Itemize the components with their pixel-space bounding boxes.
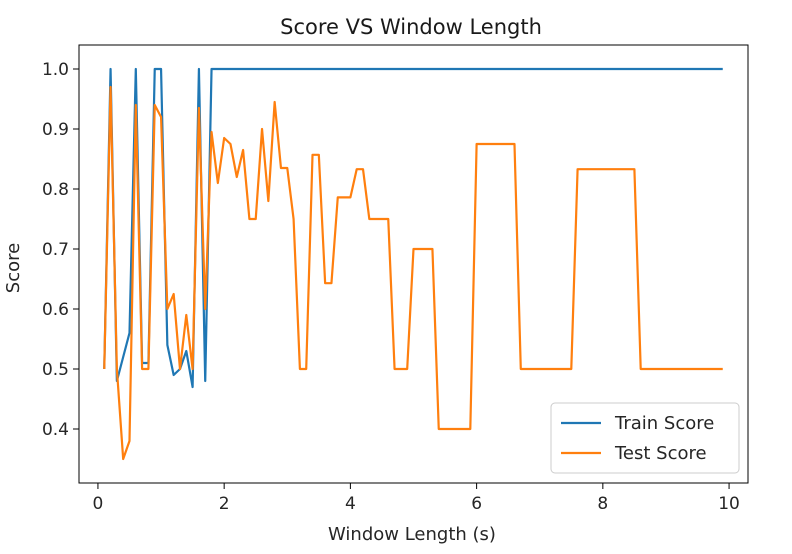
- legend-label-test-score: Test Score: [614, 443, 707, 464]
- y-tick-label: 0.4: [42, 420, 69, 440]
- x-tick-label: 0: [93, 494, 104, 514]
- x-tick-label: 4: [345, 494, 356, 514]
- plot-area: [103, 67, 723, 461]
- x-axis-title: Window Length (s): [328, 524, 496, 545]
- legend-label-train-score: Train Score: [614, 413, 714, 434]
- y-tick-label: 0.7: [42, 240, 69, 260]
- axes: 0 2 4 6 8 10 0.4 0.5 0.6 0.7 0.8 0.9 1.0: [42, 44, 749, 514]
- series-line-test-score: [103, 85, 723, 461]
- legend: Train Score Test Score: [550, 402, 740, 474]
- y-axis-title: Score: [3, 243, 24, 293]
- legend-box: [550, 402, 740, 474]
- y-tick-label: 1.0: [42, 60, 69, 80]
- series-line-train-score: [103, 67, 723, 389]
- chart-title: Score VS Window Length: [280, 15, 542, 39]
- y-tick-label: 0.9: [42, 120, 69, 140]
- plot-frame: [78, 44, 749, 484]
- y-tick-label: 0.6: [42, 300, 69, 320]
- x-tick-label: 2: [219, 494, 230, 514]
- x-tick-label: 6: [471, 494, 482, 514]
- y-tick-label: 0.8: [42, 180, 69, 200]
- x-tick-label: 10: [718, 494, 740, 514]
- y-tick-label: 0.5: [42, 360, 69, 380]
- x-tick-label: 8: [597, 494, 608, 514]
